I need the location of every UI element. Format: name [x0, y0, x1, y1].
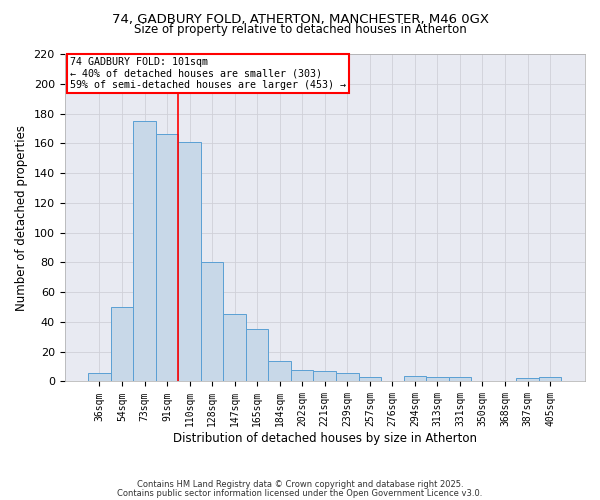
Bar — [539, 377, 562, 382]
Bar — [268, 360, 291, 382]
X-axis label: Distribution of detached houses by size in Atherton: Distribution of detached houses by size … — [173, 432, 477, 445]
Text: Contains HM Land Registry data © Crown copyright and database right 2025.: Contains HM Land Registry data © Crown c… — [137, 480, 463, 489]
Bar — [246, 330, 268, 382]
Bar — [201, 262, 223, 382]
Bar — [111, 307, 133, 382]
Text: Size of property relative to detached houses in Atherton: Size of property relative to detached ho… — [134, 22, 466, 36]
Bar — [156, 134, 178, 382]
Bar — [291, 370, 313, 382]
Bar — [313, 371, 336, 382]
Bar — [426, 377, 449, 382]
Y-axis label: Number of detached properties: Number of detached properties — [15, 124, 28, 310]
Bar — [178, 142, 201, 382]
Text: Contains public sector information licensed under the Open Government Licence v3: Contains public sector information licen… — [118, 488, 482, 498]
Text: 74 GADBURY FOLD: 101sqm
← 40% of detached houses are smaller (303)
59% of semi-d: 74 GADBURY FOLD: 101sqm ← 40% of detache… — [70, 58, 346, 90]
Bar — [449, 377, 471, 382]
Bar — [336, 372, 359, 382]
Bar — [404, 376, 426, 382]
Bar — [223, 314, 246, 382]
Text: 74, GADBURY FOLD, ATHERTON, MANCHESTER, M46 0GX: 74, GADBURY FOLD, ATHERTON, MANCHESTER, … — [112, 12, 488, 26]
Bar — [359, 377, 381, 382]
Bar — [516, 378, 539, 382]
Bar — [88, 372, 111, 382]
Bar — [133, 121, 156, 382]
